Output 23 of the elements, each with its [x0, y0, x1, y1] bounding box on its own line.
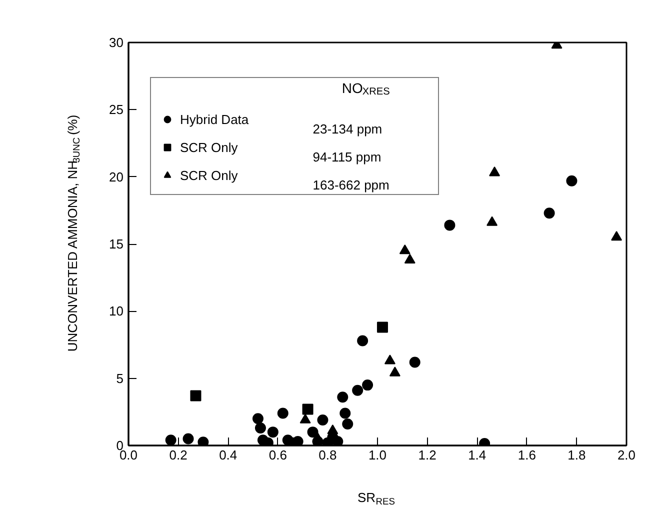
x-tick-label: 0.4: [219, 448, 238, 462]
y-tick-label: 25: [109, 102, 124, 118]
annotation: 23-134 ppm: [312, 122, 382, 137]
y-tick-label: 20: [109, 169, 124, 184]
x-tick-label: 0.2: [169, 448, 188, 462]
x-tick-label: 1.8: [568, 448, 586, 462]
annotation: 163-662 ppm: [312, 178, 390, 193]
legend-label: SCR Only: [180, 140, 238, 154]
y-tick-label: 10: [109, 304, 124, 319]
x-tick-label: 0.8: [318, 448, 337, 462]
x-tick-label: 2.0: [617, 448, 636, 462]
x-tick-label: 1.2: [418, 448, 436, 462]
y-tick-label: 5: [116, 370, 124, 386]
x-tick-label: 0.6: [268, 448, 287, 462]
x-tick-label: 1.4: [468, 448, 486, 462]
legend-label: SCR Only: [180, 168, 238, 182]
legend-label: Hybrid Data: [180, 112, 249, 126]
y-tick-label: 15: [109, 236, 124, 252]
annotation: 94-115 ppm: [312, 150, 382, 165]
x-tick-label: 1.6: [518, 448, 536, 462]
y-axis-title: UNCONVERTED AMMONIA, NH3UNC (%): [65, 114, 82, 352]
x-tick-label: 1.0: [368, 448, 387, 462]
y-tick-label: 30: [109, 35, 124, 50]
